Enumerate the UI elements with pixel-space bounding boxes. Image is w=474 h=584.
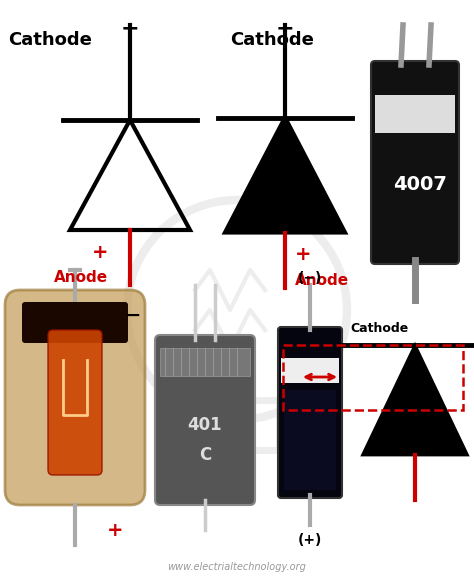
FancyBboxPatch shape (278, 327, 342, 498)
Polygon shape (363, 345, 467, 455)
FancyBboxPatch shape (48, 330, 102, 475)
Text: Cathode: Cathode (8, 31, 92, 49)
Bar (375, 95, 455, 133)
Bar (283, 345, 463, 410)
FancyBboxPatch shape (371, 61, 459, 264)
Text: 4007: 4007 (393, 176, 447, 194)
Text: (−): (−) (298, 271, 322, 285)
Text: (+): (+) (298, 533, 322, 547)
Text: www.electrialtechnology.org: www.electrialtechnology.org (168, 562, 306, 572)
FancyBboxPatch shape (22, 302, 128, 343)
Text: +: + (295, 245, 311, 264)
Text: 401: 401 (188, 416, 222, 434)
Bar (195, 400, 279, 450)
Text: −: − (121, 18, 139, 38)
Text: Cathode: Cathode (350, 322, 408, 335)
Text: +: + (107, 520, 124, 540)
Polygon shape (225, 117, 345, 232)
Bar (284, 390, 336, 490)
Bar (281, 358, 339, 383)
Text: Cathode: Cathode (230, 31, 314, 49)
Text: −: − (125, 305, 141, 325)
Text: Anode: Anode (295, 273, 349, 288)
Text: +: + (91, 242, 108, 262)
FancyBboxPatch shape (5, 290, 145, 505)
Text: −: − (276, 18, 294, 38)
Text: Anode: Anode (54, 270, 108, 286)
Bar (160, 348, 250, 376)
FancyBboxPatch shape (155, 335, 255, 505)
Text: C: C (199, 446, 211, 464)
